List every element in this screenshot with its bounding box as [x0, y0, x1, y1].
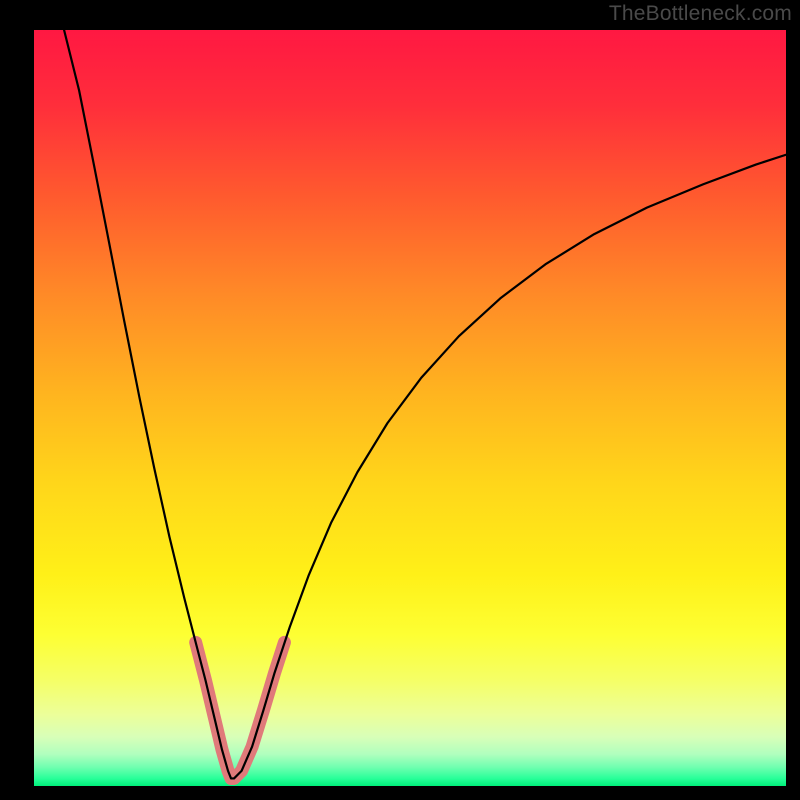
chart-background-gradient: [34, 30, 786, 786]
chart-container: TheBottleneck.com: [0, 0, 800, 800]
bottleneck-chart: [0, 0, 800, 800]
